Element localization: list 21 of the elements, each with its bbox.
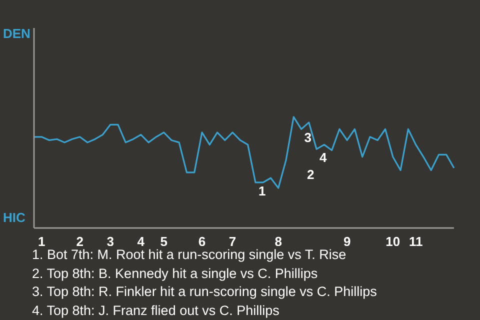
annotation: 4 [320, 150, 328, 166]
x-tick-label: 8 [274, 234, 282, 249]
x-tick-label: 5 [160, 234, 168, 249]
text: HIC [3, 210, 26, 225]
x-tick-label: 3 [106, 234, 114, 249]
annotation: 3 [304, 130, 312, 146]
x-tick-label: 10 [386, 234, 400, 249]
text: DEN [3, 26, 30, 41]
x-tick-label: 9 [343, 234, 351, 249]
x-tick-label: 7 [228, 234, 236, 249]
text: 1. Bot 7th: M. Root hit a run-scoring single vs T. Rise [32, 247, 346, 262]
annotation: 1 [258, 183, 266, 198]
text: 2. Top 8th: B. Kennedy hit a single vs C. Phillips [32, 264, 319, 283]
x-tick-label: 6 [198, 234, 206, 249]
annotation: 2 [307, 167, 314, 182]
x-tick-label: 11 [408, 234, 423, 249]
text: 4. Top 8th: J. Franz flied out vs C. Phillips [32, 302, 280, 320]
x-tick-label: 4 [137, 234, 146, 249]
text: 3. Top 8th: R. Finkler hit a run-scoring single vs C. Phillips [32, 283, 378, 301]
x-tick-label: 2 [76, 234, 84, 249]
x-tick-label: 1 [38, 234, 46, 249]
